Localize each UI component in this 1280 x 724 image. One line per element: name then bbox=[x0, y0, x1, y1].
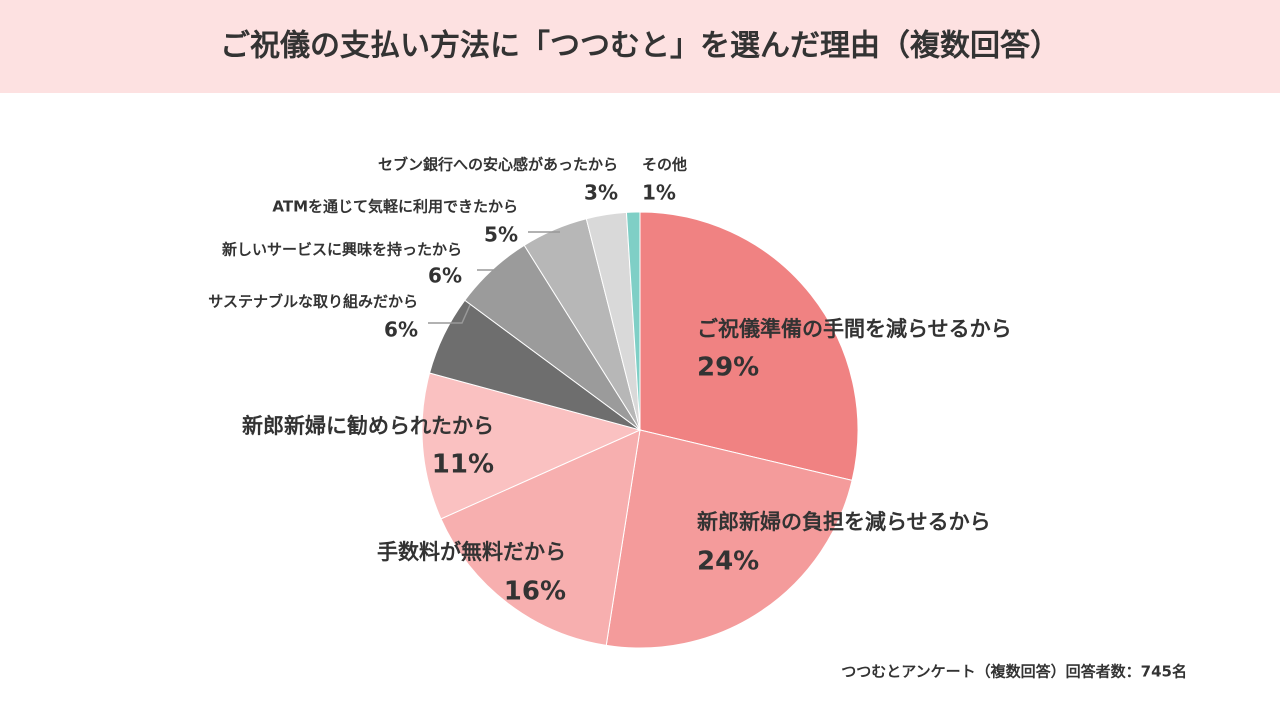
title-band bbox=[0, 0, 1280, 93]
slice-label: ATMを通じて気軽に利用できたから bbox=[272, 198, 518, 216]
slice-label: 手数料が無料だから bbox=[377, 540, 566, 564]
value-label: 29% bbox=[697, 353, 759, 383]
value-label: 5% bbox=[484, 223, 518, 247]
slice-label: 新しいサービスに興味を持ったから bbox=[222, 241, 462, 259]
value-label: 16% bbox=[504, 577, 566, 607]
value-label: 3% bbox=[584, 181, 618, 205]
source-note: つつむとアンケート（複数回答）回答者数：745名 bbox=[841, 663, 1187, 681]
pie-slice bbox=[639, 211, 859, 481]
pie-slice bbox=[625, 211, 641, 431]
pie-slice bbox=[440, 429, 641, 646]
chart-title: ご祝儀の支払い方法に「つつむと」を選んだ理由（複数回答） bbox=[220, 29, 1060, 64]
leader-line bbox=[428, 304, 471, 324]
slice-label: サステナブルな取り組みだから bbox=[208, 293, 418, 311]
pie-slice bbox=[605, 429, 853, 649]
value-label: 6% bbox=[428, 264, 462, 288]
value-label: 6% bbox=[384, 318, 418, 342]
pie-slice bbox=[421, 372, 642, 520]
slice-label: セブン銀行への安心感があったから bbox=[378, 156, 618, 174]
slice-label: その他 bbox=[642, 156, 687, 174]
value-label: 11% bbox=[432, 450, 494, 480]
slice-label: 新郎新婦の負担を減らせるから bbox=[697, 510, 991, 534]
slice-label: ご祝儀準備の手間を減らせるから bbox=[697, 317, 1012, 341]
slice-label: 新郎新婦に勧められたから bbox=[242, 414, 494, 438]
value-label: 1% bbox=[642, 181, 676, 205]
value-label: 24% bbox=[697, 547, 759, 577]
